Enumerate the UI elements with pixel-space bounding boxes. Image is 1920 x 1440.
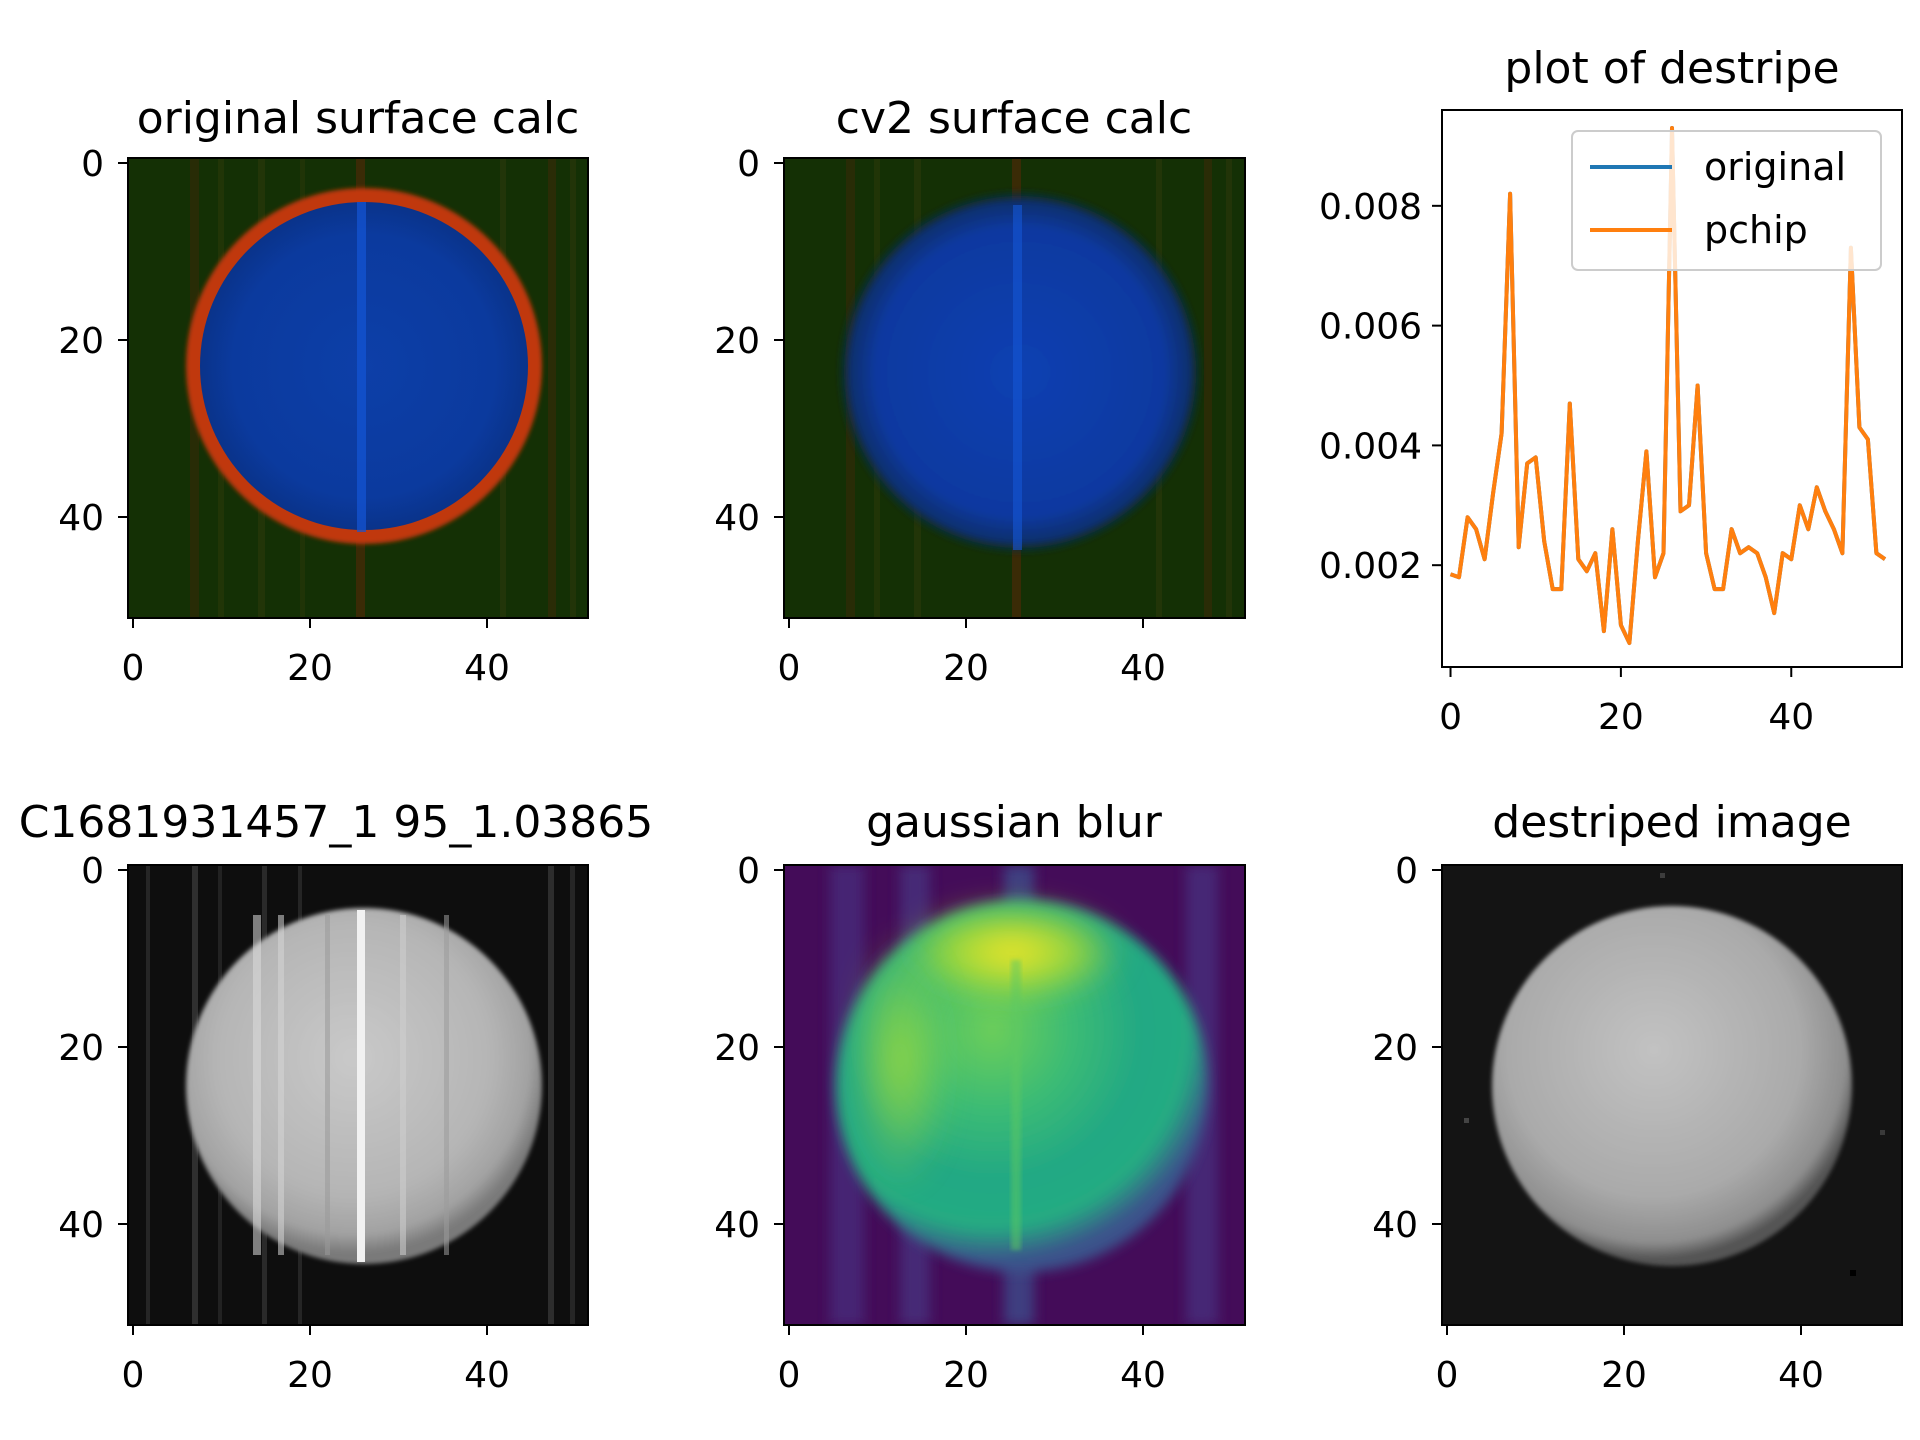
- x-tick-label: 40: [1120, 648, 1166, 689]
- y-tick-label: 0: [81, 851, 104, 892]
- y-tick-label: 0.008: [1319, 187, 1422, 228]
- y-tick-label: 0: [1395, 851, 1418, 892]
- x-tick-label: 40: [1120, 1355, 1166, 1396]
- axes-frame: [127, 864, 589, 1326]
- axes-frame: [783, 157, 1246, 619]
- x-ticks: 0 20 40: [1439, 667, 1814, 738]
- x-tick-label: 0: [1436, 1355, 1459, 1396]
- y-tick-label: 20: [58, 321, 104, 362]
- x-ticks: 0 20 40: [778, 1325, 1166, 1396]
- center-stripe: [1011, 960, 1021, 1250]
- legend: original pchip: [1571, 130, 1882, 271]
- x-tick-label: 40: [1768, 697, 1814, 738]
- series-line-pchip: [1449, 126, 1887, 645]
- axes-frame: [127, 157, 589, 619]
- y-tick-label: 40: [714, 1205, 760, 1246]
- y-tick-label: 0: [737, 851, 760, 892]
- y-tick-label: 20: [58, 1028, 104, 1069]
- disc-stripes: [253, 915, 449, 1255]
- y-tick-label: 20: [714, 1028, 760, 1069]
- y-ticks: 0 20 40: [1372, 851, 1442, 1246]
- y-tick-label: 0: [737, 144, 760, 185]
- y-ticks: 0.002 0.004 0.006 0.008: [1319, 187, 1442, 587]
- panel-title: gaussian blur: [866, 797, 1163, 848]
- panel-title: cv2 surface calc: [836, 93, 1192, 144]
- legend-label-original: original: [1704, 145, 1846, 189]
- y-tick-label: 0.004: [1319, 426, 1422, 467]
- y-ticks: 0 20 40: [58, 144, 128, 539]
- y-ticks: 0 20 40: [714, 144, 784, 539]
- y-tick-label: 0.002: [1319, 546, 1422, 587]
- x-tick-label: 40: [464, 1355, 510, 1396]
- x-tick-label: 0: [122, 648, 145, 689]
- y-tick-label: 20: [1372, 1028, 1418, 1069]
- panel-cv2-surface: cv2 surface calc 0 20 40 0 20 40: [714, 93, 1246, 689]
- target-disc: [1492, 906, 1852, 1266]
- panel-gaussian-blur: gaussian blur 0 20 40 0 20 40: [714, 797, 1246, 1396]
- x-tick-label: 20: [943, 648, 989, 689]
- x-tick-label: 40: [464, 648, 510, 689]
- y-ticks: 0 20 40: [58, 851, 128, 1246]
- panel-destriped-image: destriped image 0 20 40 0 20 40: [1372, 797, 1903, 1396]
- y-tick-label: 0.006: [1319, 307, 1422, 348]
- bright-top-region: [900, 900, 1124, 1004]
- panel-plot-destripe: plot of destripe 0 20 40 0.0020.0040.0060.…: [1319, 43, 1903, 738]
- y-ticks: 0 20 40: [714, 851, 784, 1246]
- x-tick-label: 0: [122, 1355, 145, 1396]
- x-ticks: 0 20 40: [122, 1325, 510, 1396]
- panel-title: destriped image: [1492, 797, 1851, 848]
- x-tick-label: 20: [943, 1355, 989, 1396]
- center-stripe: [1013, 205, 1022, 550]
- x-tick-label: 20: [1601, 1355, 1647, 1396]
- x-tick-label: 20: [287, 648, 333, 689]
- noise-specks: [1464, 873, 1885, 1276]
- y-tick-label: 20: [714, 321, 760, 362]
- x-ticks: 0 20 40: [1436, 1325, 1824, 1396]
- x-ticks: 0 20 40: [122, 618, 510, 689]
- y-tick-label: 40: [714, 498, 760, 539]
- y-tick-label: 0: [81, 144, 104, 185]
- x-tick-label: 0: [1439, 697, 1462, 738]
- x-ticks: 0 20 40: [778, 618, 1166, 689]
- panel-raw-image: C1681931457_1 95_1.03865 0 20 40 0 20 40: [19, 797, 654, 1396]
- panel-title: original surface calc: [137, 93, 580, 144]
- x-tick-label: 0: [778, 648, 801, 689]
- axes-frame: [783, 864, 1246, 1326]
- bright-left-region: [848, 930, 952, 1190]
- axes-frame: [1441, 109, 1903, 668]
- axes-frame: [1441, 864, 1903, 1326]
- panel-title: C1681931457_1 95_1.03865: [19, 797, 654, 848]
- center-stripe: [357, 910, 365, 1262]
- x-tick-label: 20: [287, 1355, 333, 1396]
- x-tick-label: 20: [1598, 697, 1644, 738]
- legend-label-pchip: pchip: [1704, 208, 1808, 252]
- panel-original-surface: original surface calc 0 20 40 0 20 40: [58, 93, 589, 689]
- line-layer: [1449, 126, 1887, 645]
- panel-title: plot of destripe: [1504, 43, 1839, 94]
- y-tick-label: 40: [58, 498, 104, 539]
- x-tick-label: 0: [778, 1355, 801, 1396]
- y-tick-label: 40: [1372, 1205, 1418, 1246]
- center-stripe: [357, 202, 366, 532]
- x-tick-label: 40: [1778, 1355, 1824, 1396]
- y-tick-label: 40: [58, 1205, 104, 1246]
